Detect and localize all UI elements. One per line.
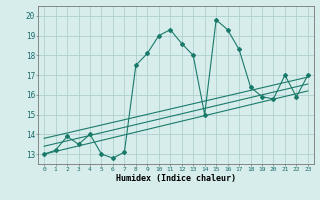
X-axis label: Humidex (Indice chaleur): Humidex (Indice chaleur) — [116, 174, 236, 183]
